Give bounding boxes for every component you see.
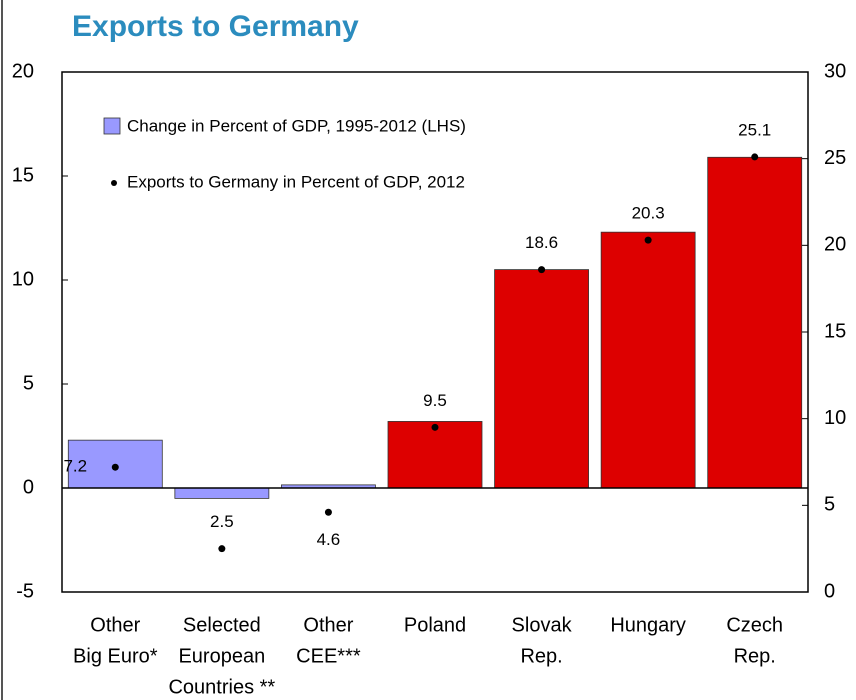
y2-tick-label: 20	[824, 234, 846, 256]
y-tick-label: 10	[12, 268, 34, 290]
x-tick-label: Slovak	[512, 614, 573, 636]
y2-tick-label: 10	[824, 407, 846, 429]
data-label: 2.5	[210, 512, 234, 531]
x-tick-label: Hungary	[610, 614, 686, 636]
y2-tick-label: 25	[824, 147, 846, 169]
legend-dot	[111, 180, 117, 186]
x-tick-label: Other	[303, 614, 353, 636]
y2-tick-label: 5	[824, 494, 835, 516]
plot-frame	[61, 71, 809, 593]
data-label: 20.3	[632, 204, 665, 223]
x-tick-label: Other	[90, 614, 140, 636]
x-tick-label: Rep.	[520, 645, 562, 667]
data-label: 4.6	[317, 530, 341, 549]
y-tick-label: 20	[12, 60, 34, 82]
bar	[600, 231, 696, 489]
y-tick-label: 0	[23, 476, 34, 498]
x-tick-label: Big Euro*	[73, 645, 158, 667]
bar	[494, 269, 589, 489]
data-label: 25.1	[738, 120, 771, 139]
dot	[644, 236, 652, 244]
bar	[387, 421, 483, 489]
x-tick-label: CEE***	[296, 645, 361, 667]
y-tick-label: -5	[16, 580, 34, 602]
bar	[707, 156, 803, 489]
data-label: 9.5	[423, 391, 447, 410]
legend-label: Exports to Germany in Percent of GDP, 20…	[127, 172, 465, 191]
dot	[538, 266, 546, 274]
bar	[174, 487, 270, 499]
chart-title: Exports to Germany	[72, 10, 359, 43]
x-tick-label: Poland	[404, 614, 466, 636]
data-label: 7.2	[63, 457, 87, 476]
y2-tick-label: 15	[824, 320, 846, 342]
legend-label: Change in Percent of GDP, 1995-2012 (LHS…	[127, 116, 466, 135]
y2-tick-label: 30	[824, 60, 846, 82]
y-tick-label: 15	[12, 164, 34, 186]
x-tick-label: Selected	[183, 614, 261, 636]
legend-swatch	[103, 117, 121, 135]
x-tick-label: Czech	[726, 614, 783, 636]
y2-tick-label: 0	[824, 580, 835, 602]
dot	[431, 423, 439, 431]
dot	[324, 508, 332, 516]
data-label: 18.6	[525, 233, 558, 252]
x-tick-label: European	[178, 645, 265, 667]
y-tick-label: 5	[23, 372, 34, 394]
dot	[111, 463, 119, 471]
x-tick-label: Countries **	[168, 676, 275, 698]
x-tick-label: Rep.	[734, 645, 776, 667]
dot	[218, 545, 226, 553]
dot	[751, 153, 759, 161]
